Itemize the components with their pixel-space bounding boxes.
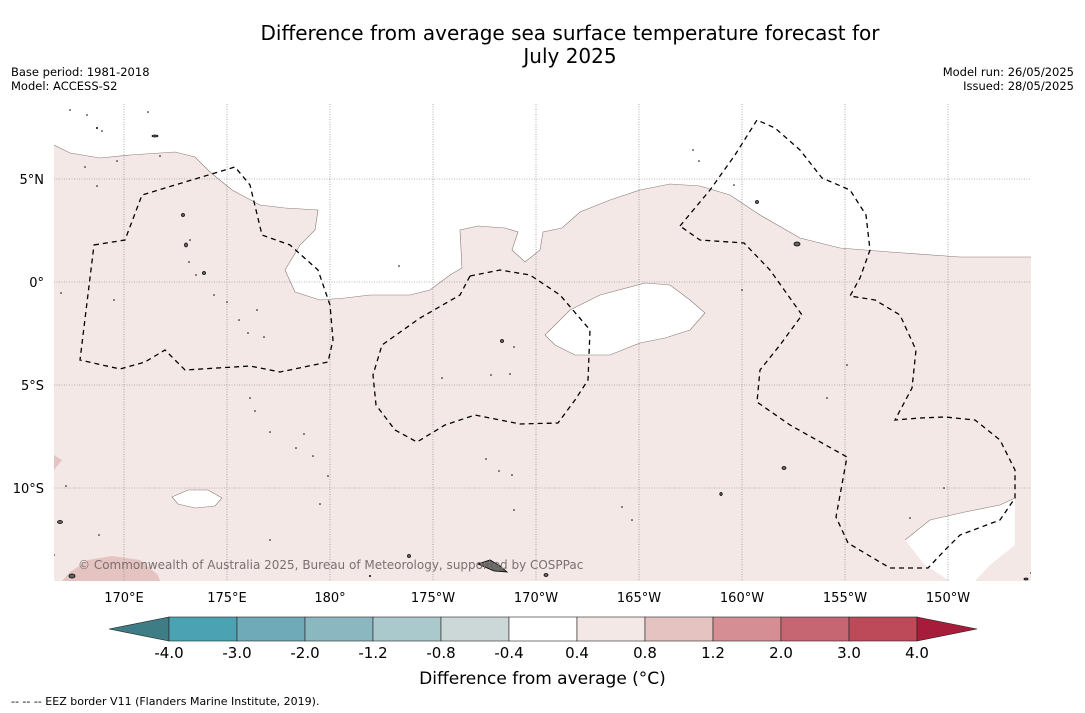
islands: [57, 134, 1029, 581]
longitude-labels: 170°E 175°E 180° 175°W 170°W 165°W 160°W…: [104, 591, 970, 606]
base-period: Base period: 1981-2018: [11, 65, 150, 79]
lon-label: 165°W: [617, 591, 661, 606]
colorbar-segment: [236, 616, 306, 642]
colorbar-tick: 2.0: [769, 644, 793, 662]
title-line-1: Difference from average sea surface temp…: [260, 21, 880, 45]
colorbar-tick: 3.0: [837, 644, 861, 662]
copyright-notice: © Commonwealth of Australia 2025, Bureau…: [78, 558, 584, 572]
anomaly-region-light: [54, 145, 1031, 581]
lat-label: 0°: [29, 276, 44, 291]
map-area: [54, 104, 1031, 581]
colorbar-segment: [644, 616, 714, 642]
colorbar-segment: [168, 616, 238, 642]
eez-borders: [79, 119, 1016, 569]
lon-label: 170°E: [104, 591, 144, 606]
colorbar-segment: [848, 616, 918, 642]
colorbar-segment: [372, 616, 442, 642]
issued-date: Issued: 28/05/2025: [963, 79, 1074, 93]
colorbar-segment: [508, 616, 578, 642]
lon-label: 150°W: [926, 591, 970, 606]
colorbar-tick: -0.4: [494, 644, 523, 662]
lat-label: 5°S: [21, 379, 44, 394]
colorbar-tick: 1.2: [701, 644, 725, 662]
colorbar-segment: [576, 616, 646, 642]
anomaly-contours: [54, 144, 1031, 541]
lon-label: 170°W: [514, 591, 558, 606]
colorbar-extend-low: [108, 616, 170, 642]
colorbar-segment: [440, 616, 510, 642]
lon-label: 180°: [314, 591, 345, 606]
colorbar-tick: -3.0: [222, 644, 251, 662]
colorbar-title: Difference from average (°C): [419, 669, 666, 689]
colorbar: [108, 616, 978, 642]
lat-label: 10°S: [13, 482, 44, 497]
latitude-labels: 5°N 0° 5°S 10°S: [13, 173, 44, 497]
eez-legend: -- -- -- EEZ border V11 (Flanders Marine…: [11, 695, 320, 708]
atoll-dots: [54, 109, 1031, 577]
chart-title: Difference from average sea surface temp…: [0, 22, 1085, 68]
lon-label: 175°W: [411, 591, 455, 606]
lon-label: 175°E: [207, 591, 247, 606]
title-line-2: July 2025: [523, 44, 617, 68]
colorbar-extend-high: [916, 616, 978, 642]
colorbar-segment: [304, 616, 374, 642]
anomaly-region-medium-edge: [54, 455, 62, 470]
colorbar-tick: -0.8: [426, 644, 455, 662]
lon-label: 160°W: [720, 591, 764, 606]
colorbar-tick: 0.8: [633, 644, 657, 662]
colorbar-tick: 0.4: [565, 644, 589, 662]
anomaly-region-medium: [62, 556, 160, 581]
model-run: Model run: 26/05/2025: [942, 65, 1074, 79]
model-name: Model: ACCESS-S2: [11, 79, 118, 93]
colorbar-tick: -2.0: [290, 644, 319, 662]
gridlines: [54, 104, 1031, 581]
meta-left: Base period: 1981-2018 Model: ACCESS-S2: [11, 65, 150, 93]
colorbar-tick: 4.0: [905, 644, 929, 662]
lat-label: 5°N: [20, 173, 45, 188]
colorbar-ticks: -4.0 -3.0 -2.0 -1.2 -0.8 -0.4 0.4 0.8 1.…: [154, 644, 929, 662]
colorbar-tick: -4.0: [154, 644, 183, 662]
colorbar-segment: [712, 616, 782, 642]
colorbar-segment: [780, 616, 850, 642]
lon-label: 155°W: [823, 591, 867, 606]
colorbar-tick: -1.2: [358, 644, 387, 662]
meta-right: Model run: 26/05/2025 Issued: 28/05/2025: [943, 65, 1074, 93]
